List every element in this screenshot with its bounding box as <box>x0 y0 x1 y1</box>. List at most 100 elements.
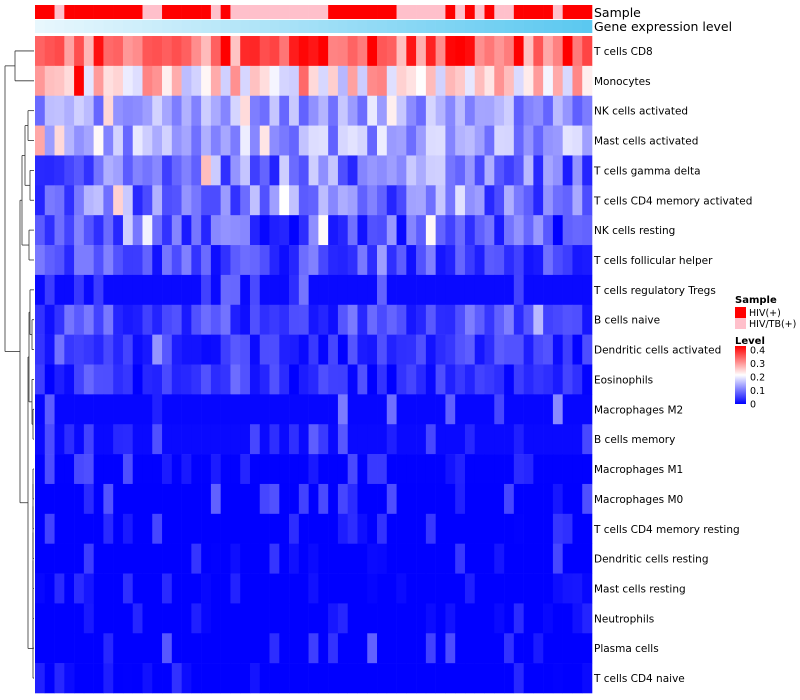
heatmap-cell <box>64 65 75 97</box>
heatmap-cell <box>328 36 339 67</box>
heatmap-cell <box>416 274 427 306</box>
heatmap-cell <box>74 663 85 694</box>
heatmap-cell <box>191 513 202 544</box>
heatmap-cell <box>347 155 358 186</box>
heatmap-cell <box>74 603 85 634</box>
heatmap-cell <box>93 364 104 395</box>
heatmap-cell <box>435 125 446 156</box>
heatmap-cell <box>523 364 534 395</box>
heatmap-cell <box>142 215 153 246</box>
heatmap-cell <box>484 603 495 634</box>
heatmap-cell <box>103 274 114 306</box>
heatmap-cell <box>259 245 270 276</box>
heatmap-cell <box>455 633 466 664</box>
heatmap-cell <box>318 364 329 395</box>
heatmap-cell <box>464 215 476 246</box>
heatmap-cell <box>289 603 300 634</box>
heatmap-cell <box>425 394 436 425</box>
row-label: Neutrophils <box>594 613 654 625</box>
heatmap-cell <box>171 543 182 574</box>
heatmap-cell <box>347 245 358 276</box>
heatmap-cell <box>533 364 544 395</box>
heatmap-cell <box>445 483 456 515</box>
heatmap-cell <box>230 573 241 604</box>
heatmap-cell <box>396 603 407 634</box>
gradient-annotation-cell <box>152 20 163 33</box>
heatmap-cell <box>210 513 221 544</box>
heatmap-cell <box>425 185 436 216</box>
heatmap-cell <box>572 483 583 515</box>
heatmap-cell <box>35 424 46 455</box>
heatmap-cell <box>83 155 94 186</box>
heatmap-cell <box>259 65 270 97</box>
heatmap-cell <box>220 95 231 126</box>
heatmap-cell <box>210 633 221 664</box>
heatmap-cell <box>513 95 524 126</box>
heatmap-cell <box>142 663 153 694</box>
heatmap-cell <box>142 394 153 425</box>
heatmap-cell <box>132 334 143 365</box>
heatmap-cell <box>269 483 280 515</box>
sample-annotation-cell <box>201 5 212 19</box>
heatmap-cell <box>406 185 417 216</box>
heatmap-cell <box>504 155 515 186</box>
heatmap-cell <box>122 185 134 216</box>
gradient-annotation-cell <box>162 20 173 33</box>
heatmap-cell <box>230 663 241 694</box>
heatmap-cell <box>562 513 573 544</box>
heatmap-cell <box>259 364 270 395</box>
heatmap-cell <box>240 185 251 216</box>
heatmap-cell <box>386 245 397 276</box>
heatmap-cell <box>259 95 270 126</box>
heatmap-cell <box>533 36 544 67</box>
heatmap-cell <box>357 36 368 67</box>
heatmap-cell <box>377 245 388 276</box>
heatmap-cell <box>132 155 143 186</box>
heatmap-cell <box>240 304 251 335</box>
heatmap-cell <box>249 65 261 97</box>
heatmap-cell <box>132 603 143 634</box>
heatmap-cell <box>64 603 75 634</box>
heatmap-cell <box>191 334 202 365</box>
heatmap-cell <box>523 454 534 485</box>
heatmap-cell <box>484 663 495 694</box>
heatmap-cell <box>64 274 75 306</box>
heatmap-cell <box>93 274 104 306</box>
gradient-annotation-cell <box>318 20 329 33</box>
heatmap-cell <box>259 155 270 186</box>
heatmap-cell <box>337 185 349 216</box>
heatmap-cell <box>425 573 436 604</box>
heatmap-cell <box>181 334 192 365</box>
heatmap-cell <box>582 274 593 306</box>
heatmap-cell <box>201 65 212 97</box>
heatmap-cell <box>44 543 55 574</box>
heatmap-cell <box>298 334 309 365</box>
heatmap-cell <box>289 513 300 544</box>
heatmap-cell <box>543 364 554 395</box>
row-dendrogram <box>4 50 34 679</box>
heatmap-cell <box>201 274 212 306</box>
heatmap-cell <box>484 304 495 335</box>
heatmap-cell <box>249 95 261 126</box>
heatmap-cell <box>533 185 544 216</box>
heatmap-cell <box>523 185 534 216</box>
heatmap-cell <box>367 334 378 365</box>
gradient-annotation-cell <box>416 20 427 33</box>
heatmap-cell <box>513 663 524 694</box>
heatmap-cell <box>220 633 231 664</box>
heatmap-cell <box>494 155 505 186</box>
heatmap-cell <box>142 65 153 97</box>
heatmap-cell <box>289 364 300 395</box>
heatmap-cell <box>347 364 358 395</box>
heatmap-cell <box>543 394 554 425</box>
heatmap-cell <box>484 185 495 216</box>
heatmap-cell <box>494 513 505 544</box>
heatmap-cell <box>386 364 397 395</box>
heatmap-cell <box>435 394 446 425</box>
heatmap-cell <box>474 573 485 604</box>
heatmap-cell <box>582 304 593 335</box>
heatmap-cell <box>533 65 544 97</box>
heatmap-cell <box>513 304 524 335</box>
heatmap-cell <box>367 513 378 544</box>
heatmap-cell <box>504 95 515 126</box>
